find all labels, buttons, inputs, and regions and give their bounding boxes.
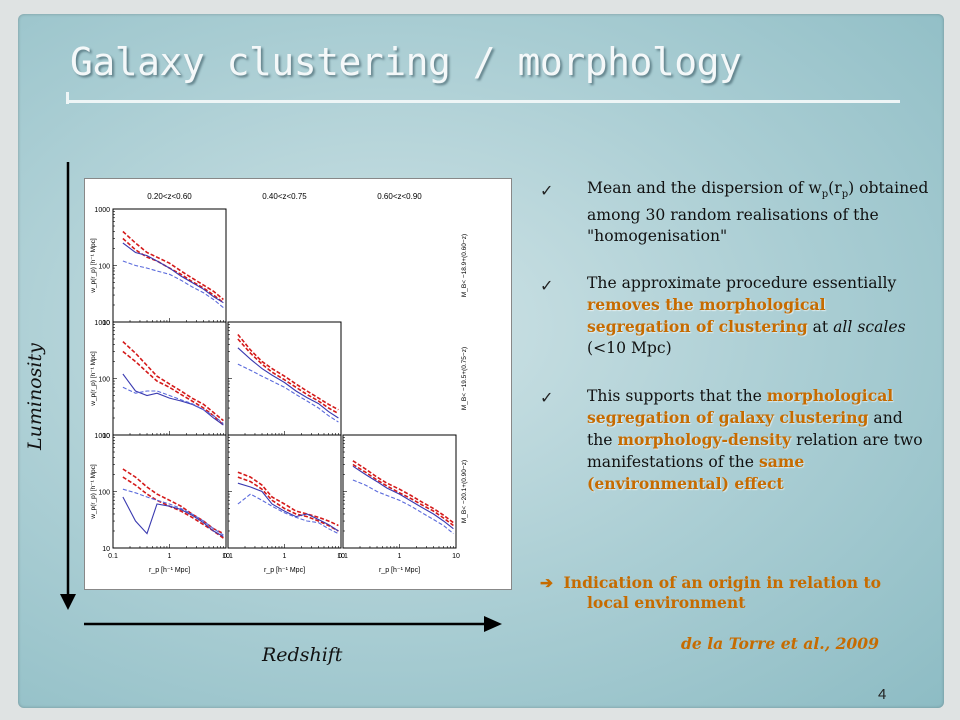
y-tick-label: 1000 xyxy=(94,207,110,214)
series-line xyxy=(122,260,224,309)
series-line xyxy=(122,242,224,304)
indication-text: ➔ Indication of an origin in relation to… xyxy=(540,573,920,613)
check-icon: ✓ xyxy=(540,276,554,296)
series-line xyxy=(122,230,224,301)
text-segment: Mean and the dispersion of w xyxy=(587,179,822,197)
clustering-figure-svg: 0.20<z<0.60 0.40<z<0.75 0.60<z<0.901000100… xyxy=(90,192,468,574)
check-icon: ✓ xyxy=(540,388,554,408)
series-line xyxy=(237,471,339,527)
redshift-label: Redshift xyxy=(262,644,343,666)
subscript-text: p xyxy=(841,189,849,201)
text-segment: relation are two manifestations of the xyxy=(587,431,923,472)
panel-frame xyxy=(112,208,227,323)
bullet-text: Mean and the dispersion of wp(rp) obtain… xyxy=(587,179,928,245)
text-segment: and the xyxy=(587,409,903,450)
series-line xyxy=(237,333,339,411)
series-line xyxy=(122,350,224,426)
arrow-right-icon: ➔ xyxy=(540,573,554,592)
y-tick-label: 1000 xyxy=(94,433,110,440)
series-line xyxy=(352,479,454,535)
x-tick-label: 0.1 xyxy=(223,553,233,560)
bullet-list: ✓ Mean and the dispersion of wp(rp) obta… xyxy=(540,178,930,521)
panel-title: 0.40<z<0.75 xyxy=(262,192,307,201)
series-line xyxy=(352,460,454,524)
series-line xyxy=(122,386,224,424)
y-tick-label: 100 xyxy=(98,264,110,271)
x-tick-label: 1 xyxy=(398,553,402,560)
redshift-arrow xyxy=(84,616,502,632)
text-segment: This supports that the xyxy=(587,387,767,406)
series-line xyxy=(352,465,454,530)
indication-line2: local environment xyxy=(587,593,746,612)
series-line xyxy=(237,347,339,419)
x-axis-label: r_p [h⁻¹ Mpc] xyxy=(379,567,420,574)
x-tick-label: 10 xyxy=(452,553,460,560)
text-segment: at xyxy=(807,318,834,337)
subscript-text: p xyxy=(821,189,829,201)
y-tick-label: 10 xyxy=(102,546,110,553)
text-segment: (<10 Mpc) xyxy=(587,339,672,358)
bullet-item-3: ✓ This supports that the morphological s… xyxy=(540,385,930,495)
x-tick-label: 1 xyxy=(283,553,287,560)
row-label: M_B< −20.1+(0.90−z) xyxy=(461,460,468,523)
panel-title: 0.60<z<0.90 xyxy=(377,192,422,201)
series-line xyxy=(237,493,339,535)
x-tick-label: 10 xyxy=(337,553,345,560)
text-segment: The approximate procedure essentially xyxy=(587,274,897,293)
series-line xyxy=(237,476,339,532)
series-line xyxy=(122,237,224,304)
series-line xyxy=(237,482,339,532)
bullet-item-2: ✓ The approximate procedure essentially … xyxy=(540,273,930,359)
series-line xyxy=(122,373,224,426)
panel-frame xyxy=(227,321,342,436)
panel-frame xyxy=(227,434,342,549)
series-line xyxy=(122,488,224,536)
x-axis-label: r_p [h⁻¹ Mpc] xyxy=(149,567,190,574)
x-axis-label: r_p [h⁻¹ Mpc] xyxy=(264,567,305,574)
y-tick-label: 100 xyxy=(98,490,110,497)
check-icon: ✓ xyxy=(540,181,554,200)
x-tick-label: 0.1 xyxy=(108,553,118,560)
luminosity-arrow xyxy=(60,162,76,610)
x-tick-label: 0.1 xyxy=(338,553,348,560)
y-axis-label: w_p(r_p) [h⁻¹ Mpc] xyxy=(90,464,97,520)
highlight-text: morphological segregation of galaxy clus… xyxy=(587,386,894,428)
series-line xyxy=(122,476,224,539)
x-tick-label: 1 xyxy=(168,553,172,560)
panel-title: 0.20<z<0.60 xyxy=(147,192,192,201)
text-segment: (r xyxy=(828,179,842,197)
row-label: M_B< −19.5+(0.75−z) xyxy=(461,347,468,410)
title-underline-tick xyxy=(66,92,69,104)
y-tick-label: 1000 xyxy=(94,320,110,327)
y-tick-label: 10 xyxy=(102,320,110,327)
title-underline xyxy=(66,100,900,103)
text-segment: ) obtained among 30 random realisations … xyxy=(587,179,929,246)
y-axis-label: w_p(r_p) [h⁻¹ Mpc] xyxy=(90,238,97,294)
clustering-figure: 0.20<z<0.60 0.40<z<0.75 0.60<z<0.90 1000 100… xyxy=(84,178,512,590)
bullet-text: This supports that the morphological seg… xyxy=(587,386,923,494)
series-line xyxy=(352,463,454,527)
indication-line1: Indication of an origin in relation to xyxy=(563,573,882,592)
series-line xyxy=(122,496,224,537)
bullet-item-1: ✓ Mean and the dispersion of wp(rp) obta… xyxy=(540,178,930,247)
bullet-text: The approximate procedure essentially re… xyxy=(587,274,906,357)
luminosity-label: Luminosity xyxy=(24,343,46,450)
panel-frame xyxy=(112,321,227,436)
highlight-text: removes the morphological segregation of… xyxy=(587,295,826,337)
series-line xyxy=(237,338,339,415)
y-axis-label: w_p(r_p) [h⁻¹ Mpc] xyxy=(90,351,97,407)
italic-text: all scales xyxy=(833,318,906,337)
highlight-text: same (environmental) effect xyxy=(587,452,805,494)
y-tick-label: 10 xyxy=(102,433,110,440)
x-tick-label: 10 xyxy=(222,553,230,560)
row-label: M_B< −18.9+(0.60−z) xyxy=(461,234,468,297)
panel-frame xyxy=(342,434,457,549)
series-line xyxy=(122,341,224,422)
series-line xyxy=(237,363,339,423)
page-number: 4 xyxy=(878,686,887,703)
highlight-text: morphology-density xyxy=(617,430,792,450)
citation: de la Torre et al., 2009 xyxy=(681,634,879,653)
slide-title: Galaxy clustering / morphology xyxy=(70,40,742,84)
y-tick-label: 100 xyxy=(98,377,110,384)
